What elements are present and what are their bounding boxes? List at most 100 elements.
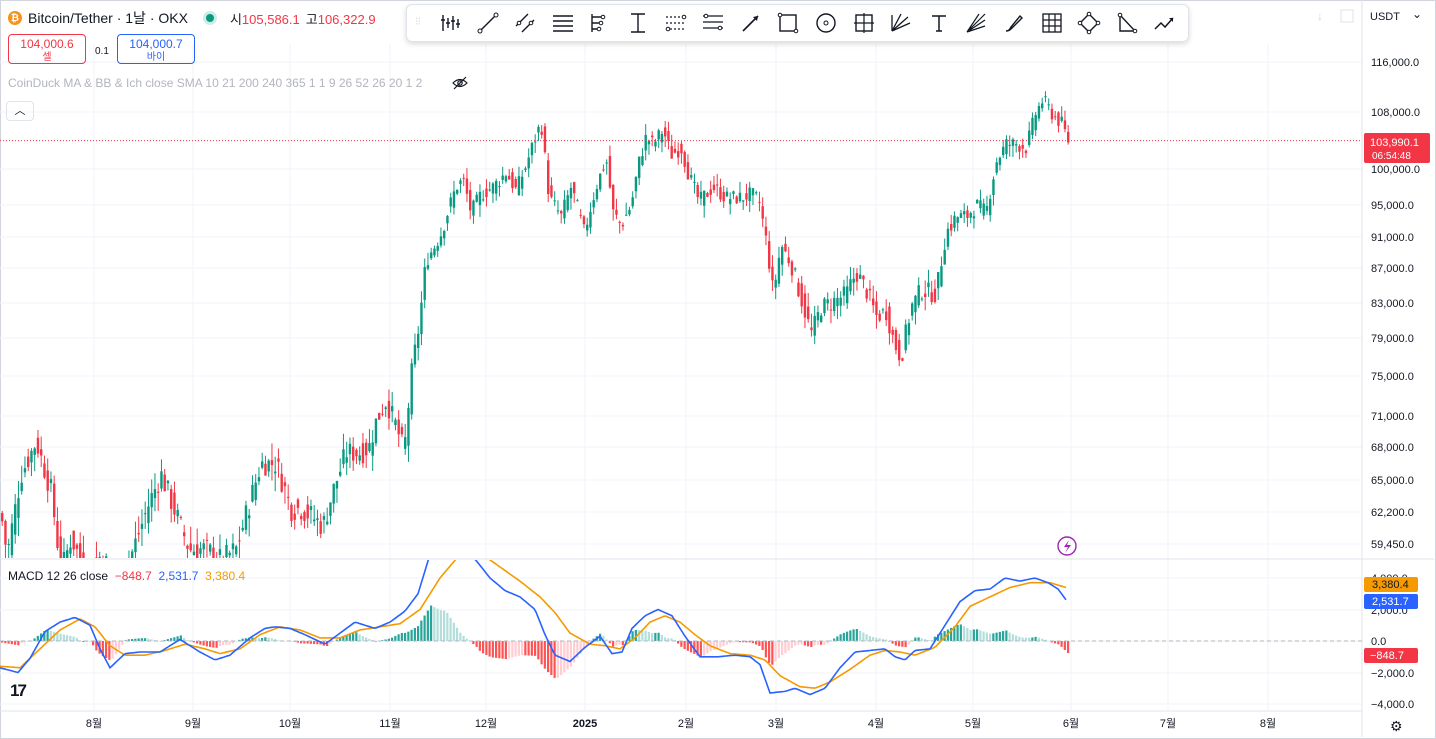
- trend-line-icon[interactable]: [473, 8, 503, 38]
- candle-body: [667, 131, 670, 141]
- candle-body: [930, 292, 933, 303]
- candle-body: [901, 358, 904, 361]
- fib-retracement-icon[interactable]: [661, 8, 691, 38]
- candle-body: [1067, 131, 1070, 143]
- macd-hist-bar: [553, 641, 556, 678]
- indicator-legend[interactable]: CoinDuck MA & BB & Ich close SMA 10 21 2…: [8, 76, 423, 90]
- candle-body: [231, 543, 235, 550]
- text-icon[interactable]: [924, 8, 954, 38]
- horizontal-lines-icon[interactable]: [548, 8, 578, 38]
- macd-hist-bar: [157, 640, 160, 642]
- candle-body: [504, 176, 508, 182]
- fan-lines-icon[interactable]: [961, 8, 991, 38]
- macd-hist-bar: [527, 641, 530, 656]
- macd-hist-bar: [433, 607, 436, 641]
- candle-body: [800, 283, 803, 307]
- symbol-title[interactable]: Bitcoin/Tether · 1날 · OKX: [28, 10, 188, 26]
- trend-arrow-icon[interactable]: [1149, 8, 1179, 38]
- collapse-chevron-icon[interactable]: ︿: [6, 101, 34, 121]
- grid-icon[interactable]: [1037, 8, 1067, 38]
- price-tick-label: 71,000.0: [1371, 411, 1414, 423]
- grip-icon[interactable]: [413, 13, 423, 33]
- sell-button[interactable]: 104,000.6 셀: [8, 34, 86, 64]
- macd-legend[interactable]: MACD 12 26 close −848.7 2,531.7 3,380.4: [8, 569, 245, 583]
- candle-body: [264, 463, 267, 476]
- candle-body: [813, 315, 816, 336]
- macd-hist-bar: [787, 641, 790, 651]
- candle-body: [189, 543, 192, 551]
- pitchfork-icon[interactable]: [585, 8, 615, 38]
- candle-body: [998, 157, 1002, 165]
- candle-body: [852, 278, 855, 283]
- candle-body: [846, 286, 849, 304]
- candle-body: [449, 197, 452, 207]
- macd-hist-bar: [742, 641, 745, 643]
- date-range-icon[interactable]: [623, 8, 653, 38]
- buy-price: 104,000.7: [129, 37, 183, 51]
- crosshair-box-icon[interactable]: [849, 8, 879, 38]
- candle-body: [192, 551, 196, 556]
- macd-hist-bar: [449, 617, 452, 641]
- macd-signal-value: 3,380.4: [205, 569, 246, 583]
- macd-hist-bar: [797, 641, 800, 645]
- candle-body: [254, 482, 257, 500]
- fib-extension-icon[interactable]: [698, 8, 728, 38]
- candle-body: [283, 482, 287, 487]
- macd-hist-bar: [615, 641, 618, 646]
- candle-body: [218, 549, 222, 555]
- brush-icon[interactable]: [999, 8, 1029, 38]
- settings-gear-icon[interactable]: ⚙: [1390, 718, 1403, 734]
- hide-eye-icon[interactable]: [452, 76, 468, 93]
- rectangle-icon[interactable]: [773, 8, 803, 38]
- candle-body: [1060, 116, 1063, 121]
- macd-hist-bar: [790, 641, 793, 649]
- currency-select[interactable]: USDT: [1364, 3, 1430, 28]
- macd-hist-bar: [365, 637, 368, 641]
- gann-fan-icon[interactable]: [886, 8, 916, 38]
- macd-hist-bar: [862, 632, 865, 641]
- macd-hist-bar: [686, 641, 689, 651]
- tradingview-logo-icon[interactable]: 17: [10, 681, 27, 700]
- macd-hist-bar: [228, 641, 231, 645]
- macd-hist-bar: [998, 631, 1001, 641]
- candle-body: [946, 228, 950, 247]
- candle-body: [797, 282, 800, 297]
- time-axis-label: 7월: [1160, 717, 1176, 730]
- macd-hist-bar: [758, 641, 761, 646]
- buy-button[interactable]: 104,000.7 바이: [117, 34, 195, 64]
- candle-body: [608, 155, 612, 188]
- candle-body: [758, 201, 761, 203]
- macd-hist-bar: [459, 632, 462, 641]
- macd-hist-bar: [933, 636, 936, 641]
- macd-hist-bar: [66, 635, 69, 641]
- candle-body: [508, 175, 511, 180]
- macd-hist-bar: [264, 637, 267, 641]
- macd-hist-bar: [212, 641, 215, 648]
- macd-hist-bar: [69, 635, 72, 641]
- candle-body: [290, 504, 293, 521]
- candle-body: [638, 156, 641, 179]
- candle-icon[interactable]: [435, 8, 465, 38]
- macd-hist-bar: [771, 641, 774, 665]
- macd-hist-bar: [725, 641, 728, 645]
- candle-body: [358, 455, 361, 461]
- circle-icon[interactable]: [811, 8, 841, 38]
- candle-body: [400, 427, 404, 435]
- macd-hist-bar: [985, 632, 988, 641]
- triangle-icon[interactable]: [1112, 8, 1142, 38]
- arrow-line-icon[interactable]: [736, 8, 766, 38]
- macd-hist-bar: [989, 633, 992, 641]
- macd-hist-bar: [196, 641, 199, 644]
- sell-label: 셀: [42, 52, 52, 63]
- candle-body: [540, 131, 543, 135]
- candle-body: [150, 493, 153, 508]
- macd-hist-bar: [381, 640, 384, 641]
- macd-hist-bar: [703, 641, 706, 656]
- macd-hist-bar: [92, 641, 95, 646]
- symbol-header[interactable]: ₿ Bitcoin/Tether · 1날 · OKX 시105,586.1 고…: [8, 8, 382, 28]
- candle-body: [573, 182, 576, 194]
- polygon-icon[interactable]: [1074, 8, 1104, 38]
- parallel-channel-icon[interactable]: [510, 8, 540, 38]
- candle-body: [660, 133, 664, 143]
